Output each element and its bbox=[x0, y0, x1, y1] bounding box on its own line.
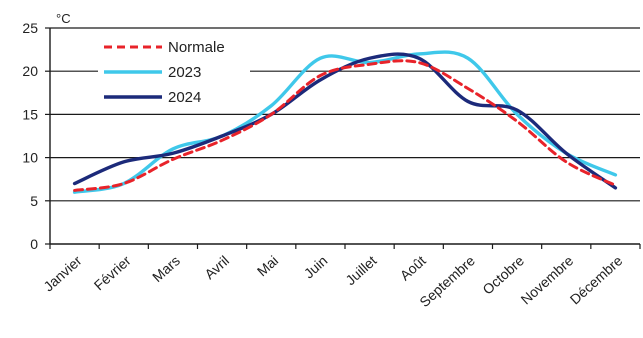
x-tick-label: Juin bbox=[301, 252, 331, 281]
axes bbox=[45, 27, 641, 249]
x-tick-label: Mars bbox=[149, 252, 183, 285]
legend-label: 2023 bbox=[168, 64, 201, 81]
x-tick-label: Octobre bbox=[479, 252, 527, 297]
x-tick-labels: Janvier Février Mars Avril Mai Juin Juillet Aoû… bbox=[40, 252, 625, 310]
y-tick-labels: 0 5 10 15 20 25 bbox=[22, 20, 38, 252]
series-lines bbox=[72, 50, 618, 194]
series-line-2023 bbox=[72, 50, 618, 194]
x-tick-label: Mai bbox=[254, 252, 281, 279]
y-tick-label: 10 bbox=[22, 150, 38, 166]
legend: Normale 2023 2024 bbox=[98, 34, 250, 113]
x-tick-label: Décembre bbox=[567, 252, 626, 307]
x-tick-label: Février bbox=[91, 252, 134, 293]
series-line-normale bbox=[73, 59, 617, 192]
x-tick-label: Janvier bbox=[40, 252, 84, 294]
y-tick-label: 15 bbox=[22, 106, 38, 122]
y-tick-label: 25 bbox=[22, 20, 38, 36]
legend-label: Normale bbox=[168, 39, 225, 56]
y-tick-label: 20 bbox=[22, 63, 38, 79]
x-tick-label: Juillet bbox=[342, 252, 379, 288]
y-axis-unit-label: °C bbox=[56, 11, 71, 26]
y-tick-label: 0 bbox=[30, 236, 38, 252]
y-tick-label: 5 bbox=[30, 193, 38, 209]
x-tick-label: Avril bbox=[201, 252, 232, 282]
x-tick-label: Août bbox=[397, 252, 429, 283]
legend-label: 2024 bbox=[168, 89, 201, 106]
series-line-2024 bbox=[72, 52, 618, 190]
x-tick-label: Novembre bbox=[518, 252, 577, 307]
